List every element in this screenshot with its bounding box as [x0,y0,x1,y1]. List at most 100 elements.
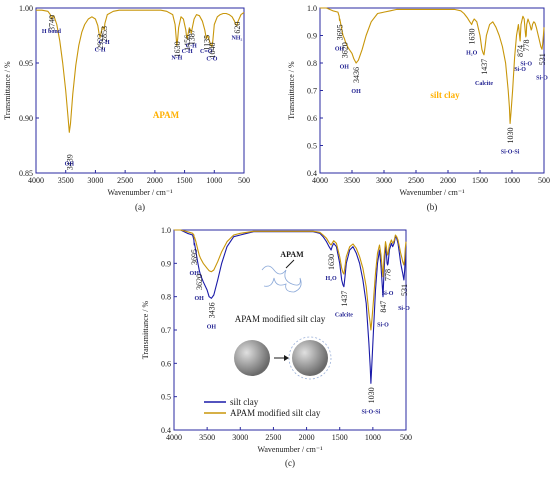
x-tick-label: 2500 [408,176,424,185]
x-tick-label: 3000 [87,176,103,185]
peak-number: 1135 [202,35,211,51]
peak-number: 620 [233,22,242,34]
series-line-0 [174,229,407,384]
peak-group: C-H [99,40,110,46]
peak-group: OH [65,161,75,167]
x-tick-label: 1000 [365,433,381,442]
peak-number: 3740 [47,15,56,31]
peak-number: 1630 [327,254,336,270]
x-tick-label: 2000 [147,176,163,185]
peak-group: C-H [186,43,197,49]
y-tick-label: 0.9 [161,259,171,268]
x-tick-label: 3500 [344,176,360,185]
y-tick-label: 0.95 [19,59,33,68]
y-axis-label: Transmittance / % [287,61,296,120]
y-axis-label: Transmittance / % [3,61,12,120]
peak-group: Calcite [335,313,353,319]
x-tick-label: 3500 [199,433,215,442]
x-tick-label: 1000 [504,176,520,185]
plot-frame [35,7,245,174]
peak-group: Si-O [520,62,532,68]
peak-group: OH [190,271,200,277]
peak-number: 3439 [65,154,74,170]
peak-number: 3620 [195,274,204,290]
y-axis-label: Transmittance / % [141,300,150,359]
x-tick-label: 500 [538,176,550,185]
y-tick-label: 0.7 [161,326,171,335]
panel-label: (b) [427,202,438,212]
y-tick-label: 0.85 [19,169,33,178]
y-tick-label: 0.5 [161,393,171,402]
peak-number: 1630 [173,41,182,57]
peak-group: OH [335,46,345,52]
clay-particle-icon [234,340,270,376]
panel-b: 4000 3500 3000 2500 2000 1500 1000 500 0.4 0.5 0.6… [287,4,550,212]
x-tick-label: 500 [400,433,412,442]
peak-number: 778 [522,40,531,52]
y-tick-label: 0.8 [307,59,317,68]
modified-particle-icon [292,340,328,376]
x-tick-label: 2500 [117,176,133,185]
x-tick-label: 1500 [332,433,348,442]
inset-label: silt clay [430,90,460,100]
panel-label: (a) [135,202,145,212]
peak-group: OH [207,324,217,330]
peak-group: OH [351,89,361,95]
x-tick-label: 1500 [177,176,193,185]
panel-a: 4000 3500 3000 2500 2000 1500 1000 500 0.85 0.90 0… [3,4,250,212]
y-tick-label: 0.90 [19,114,33,123]
peak-number: 778 [384,269,393,281]
peak-group: Si-O [536,75,548,81]
peak-number: 1456 [183,35,192,51]
x-tick-label: 4000 [166,433,182,442]
peak-group: H bond [42,29,62,35]
peak-number: 2853 [100,26,109,42]
peak-group: N-H [171,55,182,61]
x-axis-label: Wavenumber / cm⁻¹ [257,445,323,454]
inset-label: APAM [153,110,180,120]
x-tick-label: 1000 [206,176,222,185]
peak-group: Si-O-Si [362,409,381,415]
peak-number: 3695 [336,24,345,40]
x-axis-label: Wavenumber / cm⁻¹ [399,188,465,197]
inset-title: APAM modified silt clay [235,314,326,324]
x-tick-label: 4000 [312,176,328,185]
peak-group: C-H [182,49,193,55]
y-tick-label: 1.00 [19,4,33,13]
x-tick-label: 3000 [376,176,392,185]
peak-group: H₂O [326,276,337,282]
panel-c: 4000 3500 3000 2500 2000 1500 1000 500 0.4 0.5 0.6… [141,226,412,468]
peak-group: H₂O [466,51,477,57]
legend-label: APAM modified silt clay [230,408,321,418]
peak-number: 2922 [96,34,105,50]
series-line-0 [36,9,245,133]
peak-number: 3695 [190,249,199,265]
peak-number: 1030 [506,128,515,144]
peak-group: OH [195,296,205,302]
x-tick-label: 2000 [299,433,315,442]
y-tick-label: 1.0 [161,226,171,235]
peak-number: 874 [516,45,525,57]
arrow-head-icon [284,355,289,361]
peak-group: Calcite [475,81,493,87]
peak-group: OH [340,64,350,70]
peak-number: 3620 [340,42,349,58]
apam-pointer-icon [285,259,295,269]
series-line-1 [174,229,407,331]
x-tick-label: 3000 [232,433,248,442]
y-tick-label: 0.4 [307,169,317,178]
x-axis-label: Wavenumber / cm⁻¹ [107,188,173,197]
peak-number: 1040 [208,43,217,59]
peak-number: 1437 [340,291,349,307]
peak-group: Si-O-Si [501,150,520,156]
y-tick-label: 0.6 [161,359,171,368]
y-tick-label: 0.7 [307,87,317,96]
peak-number: 847 [379,301,388,313]
y-tick-label: 1.0 [307,4,317,13]
x-tick-label: 1500 [472,176,488,185]
x-tick-label: 2000 [440,176,456,185]
peak-number: 1630 [468,29,477,45]
apam-inset-label: APAM [280,250,304,259]
peak-group: Si-O [382,291,394,297]
